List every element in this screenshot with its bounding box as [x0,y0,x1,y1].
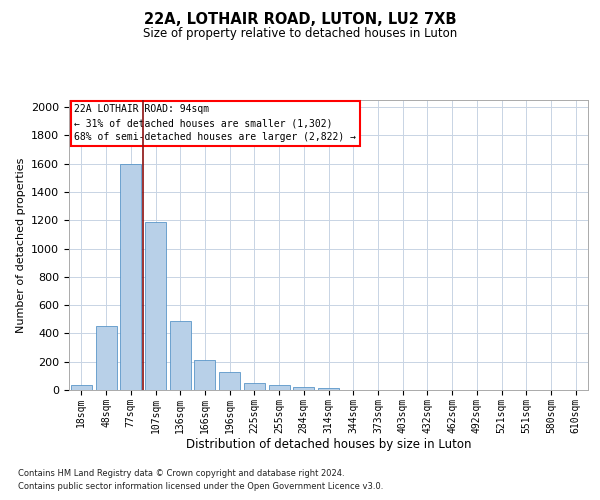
Bar [244,383,265,390]
X-axis label: Distribution of detached houses by size in Luton: Distribution of detached houses by size … [186,438,471,452]
Bar [318,388,339,390]
Text: 22A LOTHAIR ROAD: 94sqm
← 31% of detached houses are smaller (1,302)
68% of semi: 22A LOTHAIR ROAD: 94sqm ← 31% of detache… [74,104,356,142]
Bar [71,384,92,390]
Bar [120,164,141,390]
Text: Contains HM Land Registry data © Crown copyright and database right 2024.: Contains HM Land Registry data © Crown c… [18,468,344,477]
Bar [269,384,290,390]
Bar [194,360,215,390]
Bar [170,322,191,390]
Bar [145,222,166,390]
Text: 22A, LOTHAIR ROAD, LUTON, LU2 7XB: 22A, LOTHAIR ROAD, LUTON, LU2 7XB [144,12,456,28]
Bar [219,372,240,390]
Text: Contains public sector information licensed under the Open Government Licence v3: Contains public sector information licen… [18,482,383,491]
Bar [95,326,116,390]
Y-axis label: Number of detached properties: Number of detached properties [16,158,26,332]
Bar [293,387,314,390]
Text: Size of property relative to detached houses in Luton: Size of property relative to detached ho… [143,28,457,40]
